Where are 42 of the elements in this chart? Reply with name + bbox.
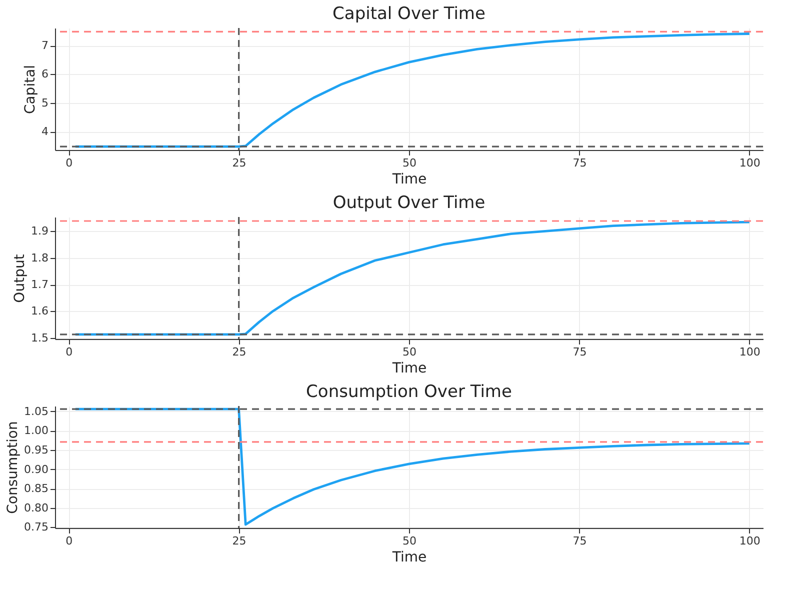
chart-title: Capital Over Time — [332, 4, 486, 24]
x-tick-label: 50 — [402, 156, 416, 170]
y-tick-label: 1.8 — [31, 251, 48, 264]
x-tick-label: 50 — [402, 534, 416, 548]
y-tick-label: 1.6 — [31, 304, 48, 318]
x-tick-label: 100 — [739, 346, 760, 358]
x-axis-title: Time — [391, 360, 427, 376]
y-tick-label: 4 — [42, 125, 48, 138]
x-tick-label: 100 — [739, 534, 760, 548]
x-tick-label: 25 — [232, 534, 246, 548]
y-tick-label: 7 — [42, 39, 48, 52]
y-tick-label: 1.9 — [31, 224, 48, 238]
x-tick-label: 50 — [402, 346, 416, 358]
line-series — [74, 32, 751, 148]
y-tick-label: 0.85 — [24, 482, 48, 496]
y-tick-label: 0.75 — [24, 520, 48, 534]
y-tick-label: 6 — [42, 68, 48, 81]
x-tick-label: 75 — [572, 346, 587, 358]
x-axis-title: Time — [391, 172, 427, 188]
x-tick-label: 100 — [739, 156, 760, 170]
x-tick-label: 75 — [572, 534, 587, 548]
y-axis-title: Capital — [22, 64, 38, 114]
x-tick-label: 0 — [66, 534, 73, 548]
y-tick-label: 0.95 — [24, 444, 48, 457]
y-tick-label: 1.5 — [31, 331, 48, 344]
y-tick-label: 5 — [42, 96, 48, 110]
y-tick-label: 0.80 — [24, 501, 48, 514]
line-series — [74, 408, 751, 526]
chart-title: Consumption Over Time — [306, 382, 512, 402]
chart-title: Output Over Time — [332, 193, 486, 214]
y-tick-label: 1.00 — [24, 424, 48, 438]
x-tick-label: 25 — [232, 156, 246, 170]
x-axis-title: Time — [391, 550, 427, 566]
x-tick-label: 25 — [232, 346, 246, 358]
x-tick-label: 0 — [66, 346, 73, 358]
y-tick-label: 1.05 — [24, 404, 48, 418]
y-tick-label: 1.7 — [31, 278, 48, 292]
y-axis-title: Output — [12, 254, 28, 303]
y-tick-label: 0.90 — [24, 462, 48, 476]
x-tick-label: 75 — [572, 156, 587, 170]
y-axis-title: Consumption — [5, 421, 22, 514]
x-tick-label: 0 — [66, 156, 73, 170]
